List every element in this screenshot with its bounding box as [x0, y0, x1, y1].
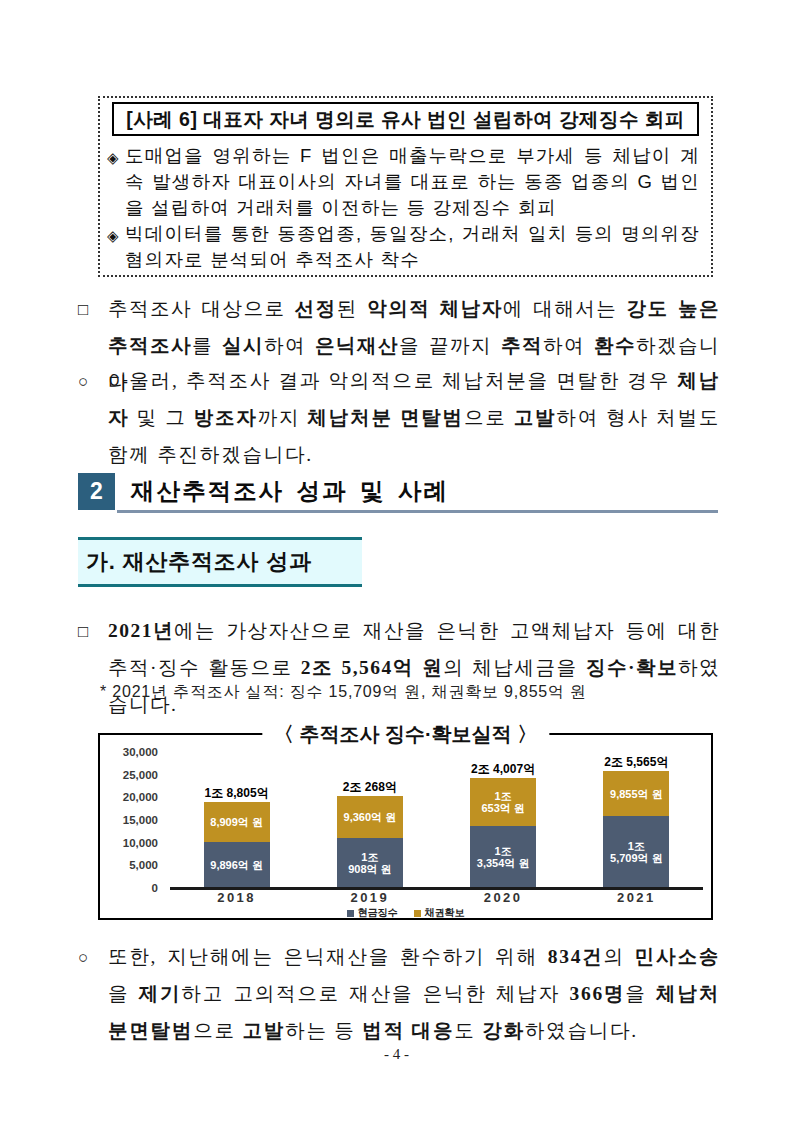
paragraph-4: ○ 또한, 지난해에는 은닉재산을 환수하기 위해 834건의 민사소송을 제기… — [78, 938, 720, 1049]
x-axis-label: 2021 — [576, 892, 696, 904]
legend-swatch — [347, 910, 354, 917]
circle-bullet-icon: ○ — [78, 363, 88, 400]
square-bullet-icon: □ — [78, 291, 88, 328]
page-number: - 4 - — [0, 1046, 793, 1063]
section-underline — [117, 510, 718, 513]
bar-segment-현금징수-2019: 1조 908억 원 — [337, 838, 403, 887]
bar-total-label: 1조 8,805억 — [177, 785, 297, 802]
diamond-bullet-icon: ◈ — [107, 223, 119, 249]
subsection-header: 가. 재산추적조사 성과 — [78, 537, 362, 587]
y-tick-label: 5,000 — [108, 859, 158, 871]
case-example-box: [사례 6] 대표자 자녀 명의로 유사 법인 설립하여 강제징수 회피 ◈도매… — [98, 96, 713, 277]
bar-value-label: 1조 908억 원 — [348, 851, 391, 875]
paragraph-3: □ 2021년에는 가상자산으로 재산을 은닉한 고액체납자 등에 대한 추적·… — [78, 612, 720, 723]
bar-value-label: 9,896억 원 — [210, 859, 263, 871]
bar-value-label: 9,360억 원 — [344, 811, 397, 823]
bar-total-label: 2조 5,565억 — [576, 754, 696, 771]
y-tick-label: 30,000 — [108, 746, 158, 758]
chart-plot: 0 5,000 10,000 15,000 20,000 25,000 30,000 9,89… — [100, 735, 711, 918]
legend-item-채권확보: 채권확보 — [414, 908, 465, 918]
y-tick-label: 15,000 — [108, 814, 158, 826]
chart: 〈 추적조사 징수·확보실적 〉 05,00010,00015,00020,00… — [98, 733, 713, 920]
chart-legend: 현금징수 채권확보 — [100, 908, 711, 918]
y-tick-label: 10,000 — [108, 837, 158, 849]
legend-swatch — [414, 910, 421, 917]
legend-item-현금징수: 현금징수 — [347, 908, 398, 918]
section-title: 재산추적조사 성과 및 사례 — [131, 475, 449, 507]
bar-segment-채권확보-2018: 8,909억 원 — [204, 802, 270, 842]
section-number-badge: 2 — [78, 473, 115, 510]
case-bullet-2-text: 빅데이터를 통한 동종업종, 동일장소, 거래처 일치 등의 명의위장 혐의자로… — [125, 223, 700, 270]
bar-segment-채권확보-2021: 9,855억 원 — [603, 771, 669, 816]
legend-label: 채권확보 — [425, 908, 465, 918]
x-axis-label: 2019 — [310, 892, 430, 904]
document-page: [사례 6] 대표자 자녀 명의로 유사 법인 설립하여 강제징수 회피 ◈도매… — [0, 0, 793, 1121]
footnote: * 2021년 추적조사 실적: 징수 15,709억 원, 채권확보 9,85… — [100, 682, 587, 703]
x-axis-label: 2020 — [443, 892, 563, 904]
diamond-bullet-icon: ◈ — [107, 145, 119, 171]
case-bullet-2: ◈빅데이터를 통한 동종업종, 동일장소, 거래처 일치 등의 명의위장 혐의자… — [107, 221, 700, 273]
bar-segment-채권확보-2019: 9,360억 원 — [337, 796, 403, 838]
bar-segment-현금징수-2021: 1조 5,709억 원 — [603, 816, 669, 887]
bar-value-label: 9,855억 원 — [610, 788, 663, 800]
paragraph-2: ○ 아울러, 추적조사 결과 악의적으로 체납처분을 면탈한 경우 체납자 및 … — [78, 362, 720, 473]
paragraph-3-text: 2021년에는 가상자산으로 재산을 은닉한 고액체납자 등에 대한 추적·징수… — [108, 612, 720, 723]
paragraph-2-text: 아울러, 추적조사 결과 악의적으로 체납처분을 면탈한 경우 체납자 및 그 … — [108, 362, 720, 473]
square-bullet-icon: □ — [78, 613, 88, 650]
bar-segment-현금징수-2018: 9,896억 원 — [204, 842, 270, 887]
y-tick-label: 25,000 — [108, 769, 158, 781]
bar-value-label: 1조 5,709억 원 — [610, 840, 663, 864]
case-bullet-1-text: 도매업을 영위하는 F 법인은 매출누락으로 부가세 등 체납이 계속 발생하자… — [125, 145, 700, 218]
bar-value-label: 8,909억 원 — [210, 816, 263, 828]
bar-total-label: 2조 268억 — [310, 779, 430, 796]
paragraph-4-text: 또한, 지난해에는 은닉재산을 환수하기 위해 834건의 민사소송을 제기하고… — [108, 938, 720, 1049]
legend-label: 현금징수 — [358, 908, 398, 918]
bar-value-label: 1조 3,354억 원 — [477, 845, 530, 869]
case-bullet-1: ◈도매업을 영위하는 F 법인은 매출누락으로 부가세 등 체납이 계속 발생하… — [107, 143, 700, 221]
circle-bullet-icon: ○ — [78, 939, 88, 976]
x-axis-label: 2018 — [177, 892, 297, 904]
y-tick-label: 0 — [108, 882, 158, 894]
bar-value-label: 1조 653억 원 — [481, 790, 524, 814]
case-body: ◈도매업을 영위하는 F 법인은 매출누락으로 부가세 등 체납이 계속 발생하… — [100, 138, 711, 277]
bar-segment-현금징수-2020: 1조 3,354억 원 — [470, 826, 536, 887]
y-tick-label: 20,000 — [108, 791, 158, 803]
bar-total-label: 2조 4,007억 — [443, 761, 563, 778]
bar-segment-채권확보-2020: 1조 653억 원 — [470, 778, 536, 826]
case-title: [사례 6] 대표자 자녀 명의로 유사 법인 설립하여 강제징수 회피 — [112, 102, 699, 136]
